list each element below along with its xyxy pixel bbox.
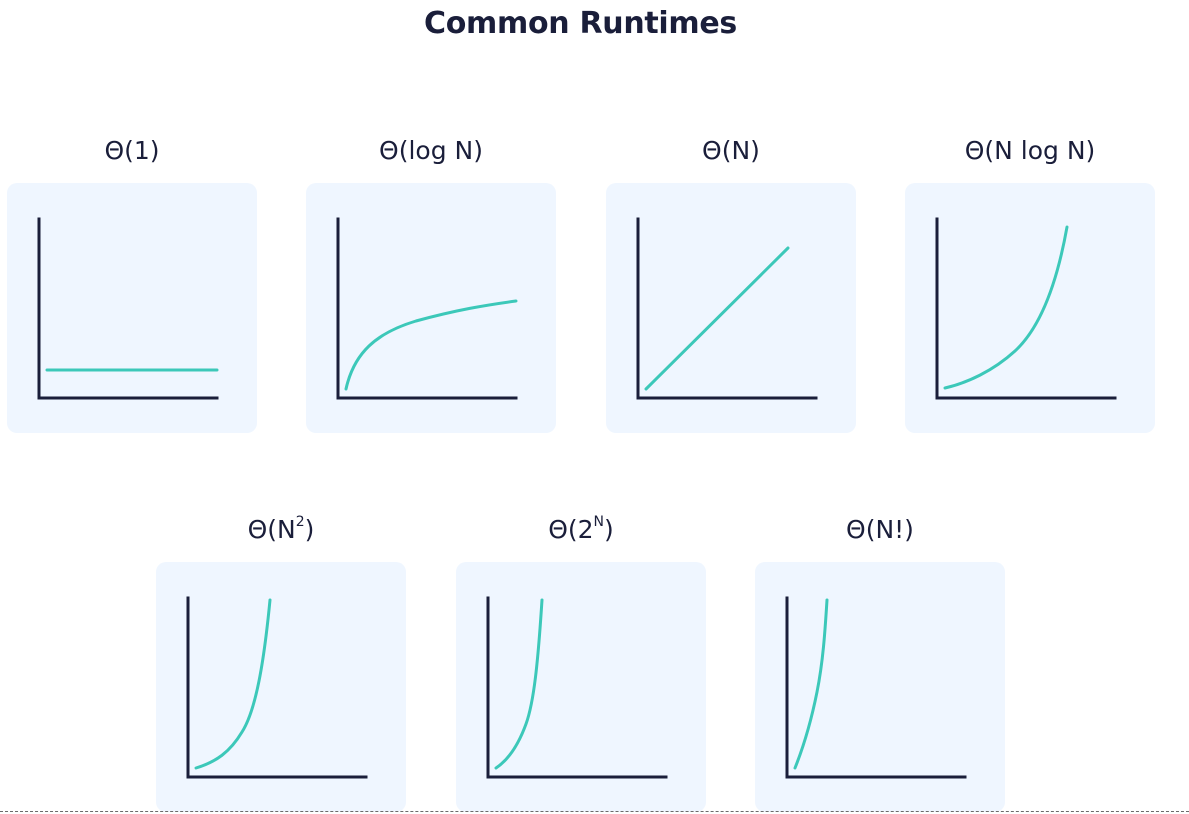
runtime-graph: [37, 217, 219, 400]
bottom-dashed-divider: [0, 811, 1189, 812]
runtime-label-base: Θ(1): [104, 136, 160, 165]
runtime-label-sup: 2: [295, 514, 305, 530]
runtime-label-base: Θ(2: [548, 515, 594, 544]
runtime-label: Θ(1): [7, 131, 257, 171]
runtime-graph-box: [606, 183, 856, 433]
runtime-label-base: Θ(N log N): [964, 136, 1096, 165]
runtime-label: Θ(2N): [456, 510, 706, 550]
runtime-label-base: Θ(N: [247, 515, 296, 544]
runtime-graph: [785, 596, 967, 779]
runtime-panel-factorial: Θ(N!): [755, 510, 1005, 812]
growth-curve-linearithmic: [943, 225, 1069, 390]
runtime-label: Θ(N2): [156, 510, 406, 550]
runtime-graph: [186, 596, 368, 779]
runtime-label: Θ(N): [606, 131, 856, 171]
runtime-panel-exponential: Θ(2N): [456, 510, 706, 812]
runtime-label-sup: N: [593, 514, 605, 530]
runtime-graph: [486, 596, 668, 779]
runtime-graph-box: [156, 562, 406, 812]
page-title: Common Runtimes: [424, 6, 737, 41]
runtime-panel-quadratic: Θ(N2): [156, 510, 406, 812]
growth-curve-quadratic: [194, 598, 272, 770]
runtime-panel-linear: Θ(N): [606, 131, 856, 433]
runtime-label-base: Θ(N): [702, 136, 760, 165]
runtime-graph: [935, 217, 1117, 400]
runtime-panel-constant: Θ(1): [7, 131, 257, 433]
runtime-label-base: Θ(N!): [846, 515, 914, 544]
runtime-label-close: ): [304, 515, 315, 544]
growth-curve-factorial: [793, 598, 829, 770]
runtime-panel-linearithmic: Θ(N log N): [905, 131, 1155, 433]
runtime-graph-box: [905, 183, 1155, 433]
growth-curve-exponential: [494, 598, 544, 770]
runtime-label: Θ(N log N): [905, 131, 1155, 171]
runtime-graph-box: [456, 562, 706, 812]
growth-curve-linear: [644, 246, 790, 391]
runtime-graph-box: [755, 562, 1005, 812]
runtime-label: Θ(N!): [755, 510, 1005, 550]
runtime-graph-box: [7, 183, 257, 433]
runtime-graph: [636, 217, 818, 400]
runtime-graph-box: [306, 183, 556, 433]
runtime-label-base: Θ(log N): [379, 136, 483, 165]
runtime-label-close: ): [604, 515, 614, 544]
runtime-panel-logarithmic: Θ(log N): [306, 131, 556, 433]
runtime-label: Θ(log N): [306, 131, 556, 171]
growth-curve-logarithmic: [344, 299, 518, 391]
runtime-graph: [336, 217, 518, 400]
